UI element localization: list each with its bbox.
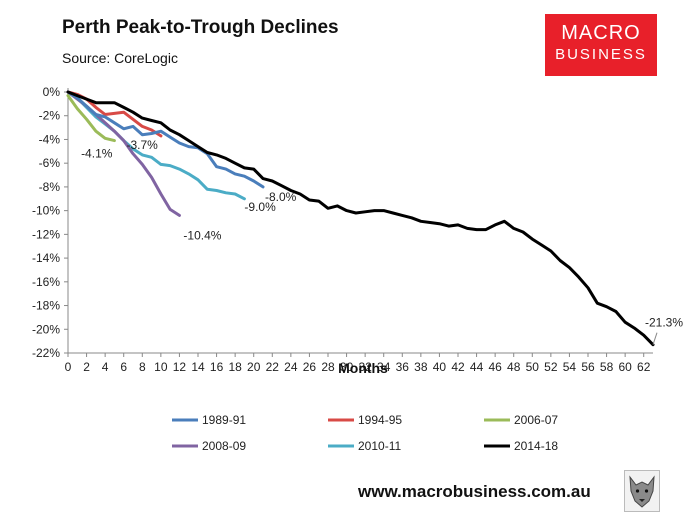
x-tick-label: 8 bbox=[139, 360, 146, 374]
x-tick-label: 48 bbox=[507, 360, 521, 374]
x-tick-label: 38 bbox=[414, 360, 428, 374]
x-tick-label: 30 bbox=[340, 360, 354, 374]
logo-line-2: BUSINESS bbox=[555, 46, 647, 63]
end-label-2006-07: -4.1% bbox=[81, 147, 113, 161]
x-tick-label: 52 bbox=[544, 360, 558, 374]
macro-business-logo: MACRO BUSINESS bbox=[545, 14, 657, 76]
legend-label-2014-18: 2014-18 bbox=[514, 439, 558, 453]
series-line-2014-18 bbox=[66, 90, 655, 347]
x-tick-label: 18 bbox=[228, 360, 242, 374]
end-label-1989-91: -8.0% bbox=[265, 190, 297, 204]
series-line-1989-91 bbox=[66, 90, 265, 189]
y-tick-label: -22% bbox=[32, 346, 60, 360]
x-tick-label: 34 bbox=[377, 360, 391, 374]
legend-label-2010-11: 2010-11 bbox=[358, 439, 401, 453]
y-tick-label: -18% bbox=[32, 299, 60, 313]
logo-line-1: MACRO bbox=[561, 22, 641, 44]
x-tick-label: 10 bbox=[154, 360, 168, 374]
x-tick-label: 62 bbox=[637, 360, 651, 374]
x-tick-label: 32 bbox=[358, 360, 372, 374]
chart-axes: 0% -2% -4% -6% -8% -10% -12% -14% -16% -18% -20% -2… bbox=[32, 85, 653, 374]
y-tick-label: -12% bbox=[32, 227, 60, 241]
x-tick-label: 46 bbox=[488, 360, 502, 374]
legend-label-2006-07: 2006-07 bbox=[514, 413, 558, 427]
x-axis-label: Months bbox=[338, 360, 388, 376]
x-tick-label: 36 bbox=[396, 360, 410, 374]
x-tick-label: 44 bbox=[470, 360, 484, 374]
legend-label-1994-95: 1994-95 bbox=[358, 413, 402, 427]
y-tick-label: -20% bbox=[32, 322, 60, 336]
x-tick-label: 42 bbox=[451, 360, 465, 374]
y-tick-label: -6% bbox=[39, 156, 61, 170]
x-tick-label: 24 bbox=[284, 360, 298, 374]
series-line-2010-11 bbox=[66, 90, 246, 201]
end-labels-layer: -9.0% -10.4% -4.1% -3.7% -8.0% -21.3% bbox=[81, 138, 683, 345]
end-label-2014-18: -21.3% bbox=[645, 316, 683, 330]
series-line-2006-07 bbox=[66, 94, 116, 143]
website-url: www.macrobusiness.com.au bbox=[358, 482, 591, 501]
end-label-leader bbox=[652, 332, 658, 345]
x-tick-label: 12 bbox=[173, 360, 187, 374]
x-tick-label: 50 bbox=[526, 360, 540, 374]
wolf-icon bbox=[624, 470, 660, 512]
y-tick-label: -14% bbox=[32, 251, 60, 265]
x-tick-label: 58 bbox=[600, 360, 614, 374]
x-tick-label: 56 bbox=[581, 360, 595, 374]
y-tick-label: -2% bbox=[39, 109, 61, 123]
y-tick-label: -8% bbox=[39, 180, 61, 194]
x-tick-label: 22 bbox=[266, 360, 280, 374]
x-tick-label: 16 bbox=[210, 360, 224, 374]
y-tick-label: -10% bbox=[32, 204, 60, 218]
x-tick-label: 2 bbox=[83, 360, 90, 374]
y-tick-label: -16% bbox=[32, 275, 60, 289]
legend-label-2008-09: 2008-09 bbox=[202, 439, 246, 453]
x-tick-label: 6 bbox=[120, 360, 127, 374]
line-chart: 0% -2% -4% -6% -8% -10% -12% -14% -16% -18% -20% -2… bbox=[32, 85, 683, 453]
end-label-2010-11: -9.0% bbox=[244, 200, 276, 214]
end-label-2008-09: -10.4% bbox=[183, 228, 221, 242]
x-tick-label: 14 bbox=[191, 360, 205, 374]
chart-title: Perth Peak-to-Trough Declines bbox=[62, 17, 339, 38]
x-tick-label: 60 bbox=[618, 360, 632, 374]
x-tick-label: 0 bbox=[65, 360, 72, 374]
y-tick-label: 0% bbox=[43, 85, 61, 99]
chart-subtitle: Source: CoreLogic bbox=[62, 50, 178, 66]
series-layer bbox=[66, 90, 655, 347]
y-tick-label: -4% bbox=[39, 132, 61, 146]
end-label-1994-95: -3.7% bbox=[126, 138, 158, 152]
x-tick-label: 20 bbox=[247, 360, 261, 374]
x-tick-label: 4 bbox=[102, 360, 109, 374]
legend-label-1989-91: 1989-91 bbox=[202, 413, 246, 427]
chart-legend: 1989-91 1994-95 2006-07 2008-09 2010-11 2014-… bbox=[172, 413, 558, 453]
x-tick-label: 54 bbox=[563, 360, 577, 374]
x-tick-label: 26 bbox=[303, 360, 317, 374]
x-tick-label: 28 bbox=[321, 360, 335, 374]
x-tick-label: 40 bbox=[433, 360, 447, 374]
